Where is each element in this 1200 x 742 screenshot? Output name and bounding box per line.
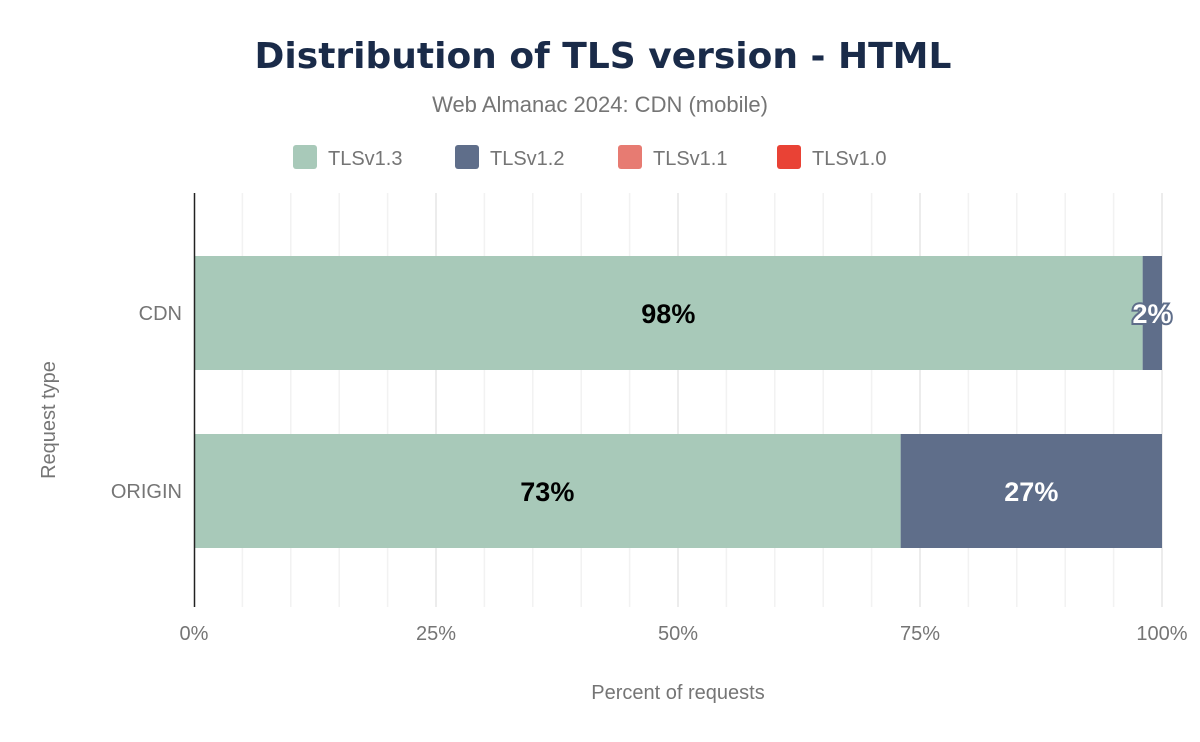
x-tick-label: 50%	[658, 623, 698, 645]
legend-swatch-TLSv1.1[interactable]	[618, 145, 642, 169]
bar-origin-TLSv1.2[interactable]	[900, 434, 1162, 548]
legend-label-TLSv1.0[interactable]: TLSv1.0	[812, 148, 886, 170]
legend: TLSv1.3 TLSv1.2 TLSv1.1 TLSv1.0	[293, 145, 886, 170]
legend-swatch-TLSv1.2[interactable]	[455, 145, 479, 169]
y-tick-labels: CDN ORIGIN	[111, 303, 182, 503]
data-label: 73%	[520, 477, 574, 507]
x-tick-label: 75%	[900, 623, 940, 645]
bar-cdn-TLSv1.2[interactable]	[1142, 256, 1162, 370]
x-tick-label: 25%	[416, 623, 456, 645]
bar-cdn-TLSv1.3[interactable]	[194, 256, 1143, 370]
legend-label-TLSv1.3[interactable]: TLSv1.3	[328, 148, 402, 170]
x-tick-label: 0%	[180, 623, 209, 645]
legend-swatch-TLSv1.0[interactable]	[777, 145, 801, 169]
data-label: 2%	[1132, 299, 1171, 329]
bar-origin-TLSv1.3[interactable]	[194, 434, 901, 548]
data-label: 98%	[641, 299, 695, 329]
y-tick-label: ORIGIN	[111, 481, 182, 503]
y-tick-label: CDN	[139, 303, 182, 325]
x-tick-label: 100%	[1136, 623, 1187, 645]
data-label: 27%	[1004, 477, 1058, 507]
legend-swatch-TLSv1.3[interactable]	[293, 145, 317, 169]
x-tick-labels: 0% 25% 50% 75% 100%	[180, 623, 1188, 645]
chart-subtitle: Web Almanac 2024: CDN (mobile)	[432, 92, 768, 117]
legend-label-TLSv1.1[interactable]: TLSv1.1	[653, 148, 727, 170]
x-axis-label: Percent of requests	[591, 682, 764, 704]
legend-label-TLSv1.2[interactable]: TLSv1.2	[490, 148, 564, 170]
y-axis-label: Request type	[38, 361, 60, 479]
bars: 98% 2% 73% 27%	[194, 256, 1174, 548]
chart-title: Distribution of TLS version - HTML	[255, 36, 952, 77]
